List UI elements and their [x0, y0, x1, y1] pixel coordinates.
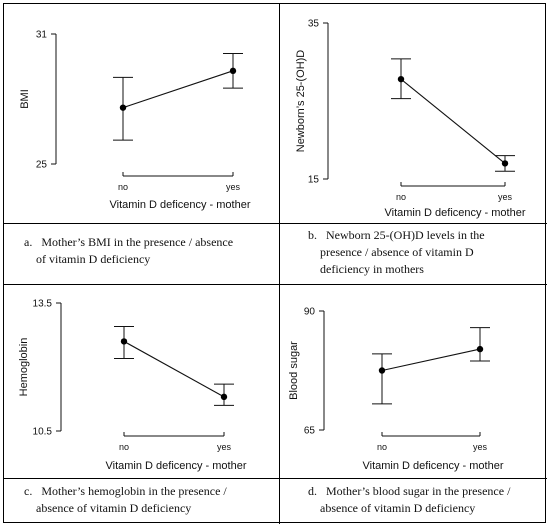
x-axis-title: Vitamin D deficency - mother [384, 207, 525, 219]
grid-divider-caption-bottom [4, 478, 547, 479]
y-tick-label: 10.5 [33, 427, 53, 438]
grid-divider-vertical [279, 4, 280, 524]
y-tick-label: 90 [304, 307, 316, 318]
caption-c-line2: absence of vitamin D deficiency [36, 501, 192, 515]
x-tick-label: no [118, 182, 128, 192]
caption-b-line1: Newborn 25-(OH)D levels in the [326, 228, 485, 242]
caption-a-label: a. [24, 235, 33, 249]
data-point [220, 393, 228, 401]
x-tick-label: no [377, 442, 387, 452]
caption-a: a. Mother’s BMI in the presence / absenc… [24, 234, 264, 268]
x-tick-label: no [396, 192, 406, 202]
x-tick-label: yes [498, 192, 513, 202]
y-axis-title: Newborn’s 25-(OH)D [295, 50, 307, 153]
caption-b: b. Newborn 25-(OH)D levels in the presen… [308, 227, 533, 278]
chart-bmi: 25 31 no yes Vitamin D deficency - mother BMI [19, 30, 251, 212]
data-point [501, 160, 509, 167]
data-point [378, 367, 386, 374]
caption-d-line2: absence of vitamin D deficiency [320, 501, 476, 515]
caption-d-line1: Mother’s blood sugar in the presence / [326, 484, 511, 498]
caption-b-line2: presence / absence of vitamin D [320, 245, 474, 259]
x-tick-label: no [119, 442, 129, 452]
x-axis-title: Vitamin D deficency - mother [109, 199, 250, 211]
y-tick-label: 15 [308, 175, 320, 186]
panel-c: 10.5 13.5 no yes Vitamin D deficency - mothe… [4, 285, 279, 478]
caption-b-label: b. [308, 228, 317, 242]
x-tick-label: yes [217, 442, 232, 452]
caption-d: d. Mother’s blood sugar in the presence … [308, 483, 533, 517]
grid-divider-middle [4, 284, 547, 285]
y-tick-label: 13.5 [33, 299, 53, 310]
y-axis-title: BMI [19, 89, 31, 109]
caption-c-line1: Mother’s hemoglobin in the presence / [41, 484, 227, 498]
x-axis-title: Vitamin D deficency - mother [362, 460, 503, 472]
panel-a: 25 31 no yes Vitamin D deficency - mother BMI [4, 4, 279, 223]
y-tick-label: 65 [304, 426, 316, 437]
data-point [229, 67, 237, 75]
x-axis-title: Vitamin D deficency - mother [105, 460, 246, 472]
caption-c: c. Mother’s hemoglobin in the presence /… [24, 483, 264, 517]
panel-d: 65 90 no yes Vitamin D deficency - mother Blo… [280, 285, 547, 478]
series-line [123, 340, 225, 398]
caption-a-line1: Mother’s BMI in the presence / absence [41, 235, 234, 249]
series-line [122, 70, 234, 109]
data-point [120, 338, 128, 345]
series-line [400, 78, 506, 164]
grid-divider-caption-top [4, 223, 547, 224]
y-tick-label: 35 [308, 19, 320, 30]
figure-grid: 25 31 no yes Vitamin D deficency - mother BMI… [3, 3, 547, 524]
caption-a-line2: of vitamin D deficiency [36, 252, 151, 266]
series-line [381, 348, 481, 372]
x-tick-label: yes [473, 442, 488, 452]
data-point [119, 104, 127, 111]
y-axis-title: Blood sugar [288, 341, 300, 400]
y-tick-label: 31 [36, 30, 48, 41]
data-point [476, 345, 484, 353]
chart-hemoglobin: 10.5 13.5 no yes Vitamin D deficency - mothe… [18, 299, 247, 473]
y-tick-label: 25 [36, 160, 48, 171]
x-tick-label: yes [226, 182, 241, 192]
caption-c-label: c. [24, 484, 33, 498]
panel-b: 15 35 no yes Vitamin D deficency - mother New… [280, 4, 547, 223]
caption-b-line3: deficiency in mothers [320, 262, 424, 276]
chart-blood-sugar: 65 90 no yes Vitamin D deficency - mother Blo… [288, 307, 504, 473]
y-axis-title: Hemoglobin [18, 338, 30, 397]
chart-newborn-25ohd: 15 35 no yes Vitamin D deficency - mother New… [295, 19, 526, 220]
caption-d-label: d. [308, 484, 317, 498]
data-point [397, 75, 405, 83]
